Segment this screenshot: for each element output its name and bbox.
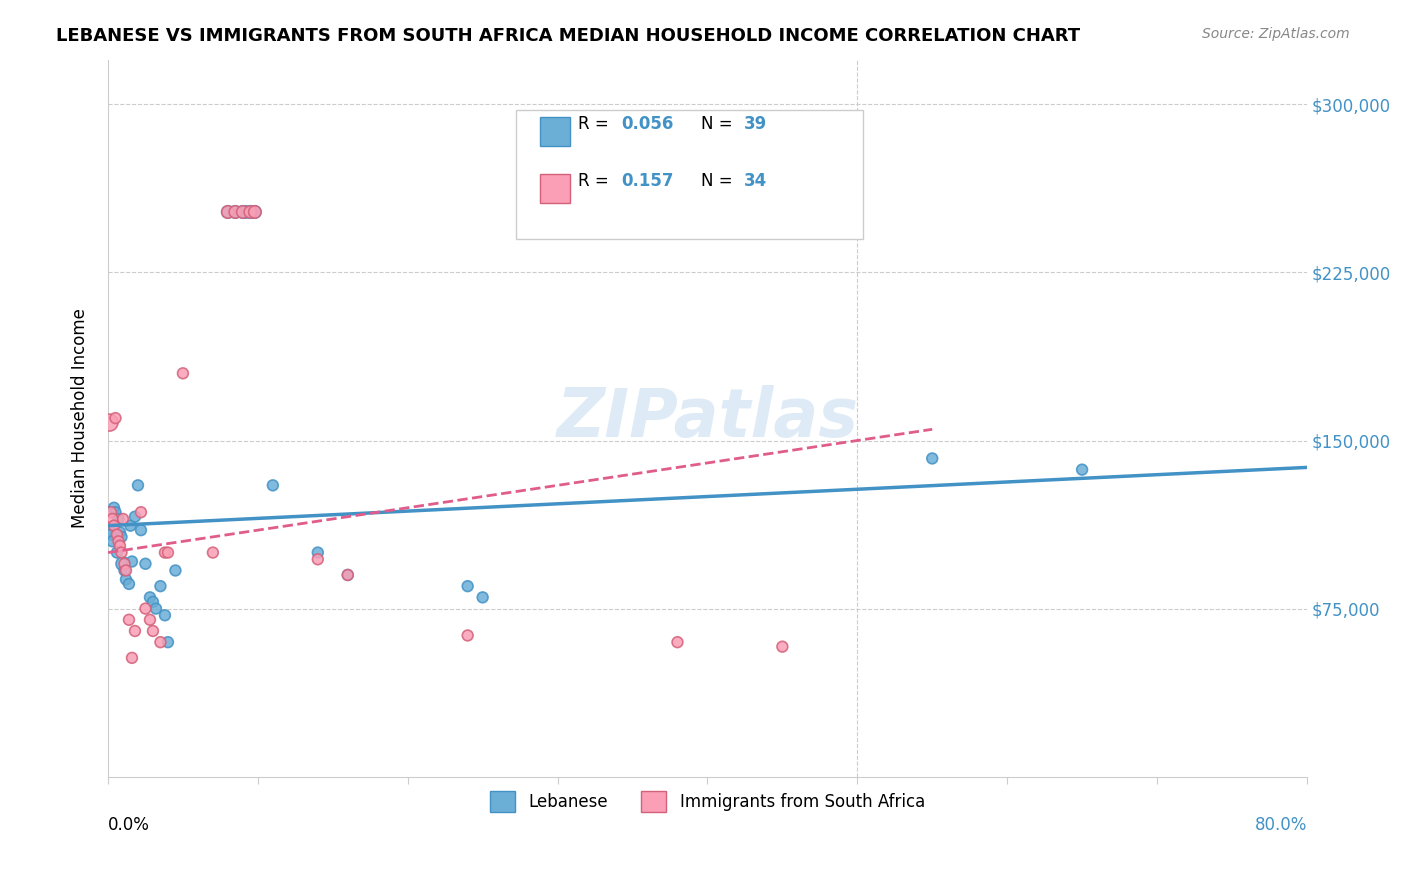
Point (307, 552, 329, 566)
Text: 34: 34 (744, 172, 766, 191)
Point (262, 478, 284, 492)
Point (101, 534, 124, 549)
Point (98, 416, 121, 430)
Text: 0.056: 0.056 (621, 115, 673, 133)
FancyBboxPatch shape (516, 110, 863, 239)
Point (120, 518, 142, 533)
Point (101, 512, 124, 526)
Point (114, 557, 136, 571)
Point (100, 505, 122, 519)
Point (104, 505, 127, 519)
Bar (540, 117, 569, 145)
Point (107, 534, 129, 549)
Legend: Lebanese, Immigrants from South Africa: Lebanese, Immigrants from South Africa (484, 785, 932, 819)
Text: 0.157: 0.157 (621, 172, 673, 191)
Point (103, 500, 125, 515)
Point (921, 451, 943, 466)
Point (156, 545, 179, 559)
Text: 80.0%: 80.0% (1254, 816, 1308, 834)
Text: ZIPatlas: ZIPatlas (557, 385, 859, 451)
Point (129, 505, 152, 519)
Point (307, 545, 329, 559)
Point (111, 512, 134, 526)
Point (139, 591, 162, 605)
Point (115, 573, 138, 587)
Point (201, 545, 224, 559)
Text: N =: N = (702, 172, 738, 191)
Bar (540, 174, 569, 203)
Point (457, 628, 479, 642)
Point (115, 564, 138, 578)
Point (129, 523, 152, 537)
Point (114, 564, 136, 578)
Point (666, 635, 689, 649)
Point (118, 613, 141, 627)
Point (145, 601, 167, 615)
Point (142, 624, 165, 638)
Text: R =: R = (578, 115, 614, 133)
Point (98, 523, 121, 537)
Point (134, 557, 156, 571)
Point (232, 205, 254, 219)
Point (217, 205, 239, 219)
Point (243, 205, 266, 219)
Point (153, 545, 176, 559)
Point (232, 205, 254, 219)
Text: 0.0%: 0.0% (108, 816, 150, 834)
Point (107, 512, 129, 526)
Point (457, 579, 479, 593)
Point (139, 613, 162, 627)
Point (336, 568, 359, 582)
Point (149, 635, 172, 649)
Point (100, 527, 122, 541)
Point (127, 478, 149, 492)
Point (124, 509, 146, 524)
Point (336, 568, 359, 582)
Point (239, 205, 262, 219)
Point (149, 579, 172, 593)
Point (121, 651, 143, 665)
Point (142, 595, 165, 609)
Point (172, 366, 194, 380)
Point (224, 205, 246, 219)
Point (243, 205, 266, 219)
Point (103, 518, 125, 533)
Point (105, 545, 128, 559)
Point (110, 545, 132, 559)
Point (239, 205, 262, 219)
Point (104, 411, 127, 425)
Text: LEBANESE VS IMMIGRANTS FROM SOUTH AFRICA MEDIAN HOUSEHOLD INCOME CORRELATION CHA: LEBANESE VS IMMIGRANTS FROM SOUTH AFRICA… (56, 27, 1080, 45)
Point (108, 525, 131, 540)
Point (165, 564, 187, 578)
Text: N =: N = (702, 115, 738, 133)
Point (235, 205, 257, 219)
Text: 39: 39 (744, 115, 766, 133)
Point (217, 205, 239, 219)
Point (156, 635, 179, 649)
Y-axis label: Median Household Income: Median Household Income (72, 308, 89, 528)
Point (111, 557, 134, 571)
Point (471, 591, 494, 605)
Text: Source: ZipAtlas.com: Source: ZipAtlas.com (1202, 27, 1350, 41)
Text: R =: R = (578, 172, 614, 191)
Point (124, 624, 146, 638)
Point (121, 555, 143, 569)
Point (1071, 463, 1094, 477)
Point (108, 539, 131, 553)
Point (770, 640, 793, 654)
Point (110, 530, 132, 544)
Point (105, 527, 128, 541)
Point (118, 577, 141, 591)
Point (134, 601, 156, 615)
Point (224, 205, 246, 219)
Point (153, 608, 176, 623)
